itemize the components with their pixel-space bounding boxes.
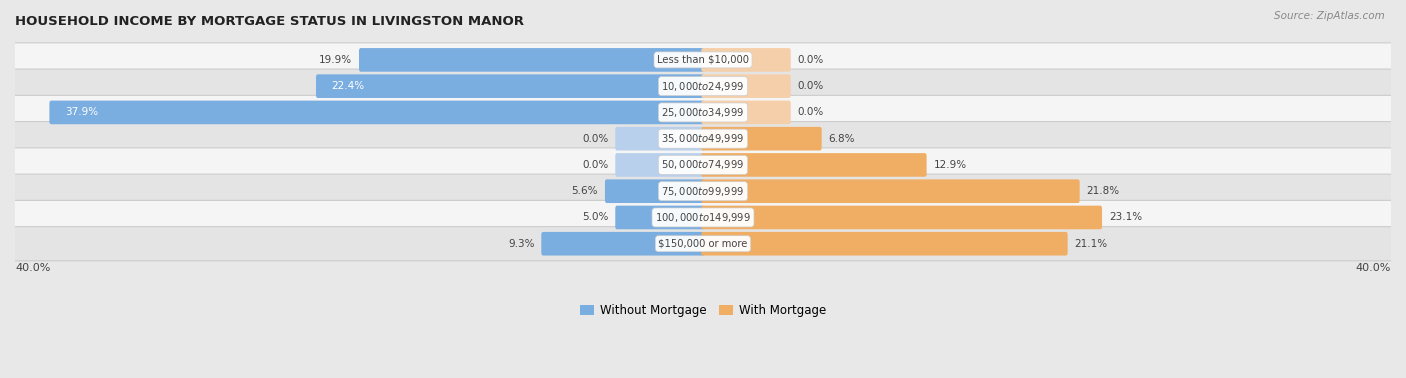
Text: 40.0%: 40.0% <box>1355 263 1391 273</box>
Text: 5.0%: 5.0% <box>582 212 609 223</box>
Text: 21.1%: 21.1% <box>1074 239 1108 249</box>
Text: $10,000 to $24,999: $10,000 to $24,999 <box>661 80 745 93</box>
FancyBboxPatch shape <box>13 148 1393 182</box>
FancyBboxPatch shape <box>13 69 1393 103</box>
FancyBboxPatch shape <box>702 48 790 72</box>
Text: 21.8%: 21.8% <box>1087 186 1119 196</box>
FancyBboxPatch shape <box>13 200 1393 234</box>
Text: HOUSEHOLD INCOME BY MORTGAGE STATUS IN LIVINGSTON MANOR: HOUSEHOLD INCOME BY MORTGAGE STATUS IN L… <box>15 15 524 28</box>
FancyBboxPatch shape <box>13 95 1393 130</box>
Text: 0.0%: 0.0% <box>797 55 824 65</box>
Text: $75,000 to $99,999: $75,000 to $99,999 <box>661 185 745 198</box>
Text: 5.6%: 5.6% <box>572 186 598 196</box>
FancyBboxPatch shape <box>13 43 1393 77</box>
FancyBboxPatch shape <box>616 153 704 177</box>
FancyBboxPatch shape <box>13 227 1393 261</box>
Text: $150,000 or more: $150,000 or more <box>658 239 748 249</box>
Text: $50,000 to $74,999: $50,000 to $74,999 <box>661 158 745 172</box>
FancyBboxPatch shape <box>702 74 790 98</box>
Legend: Without Mortgage, With Mortgage: Without Mortgage, With Mortgage <box>575 300 831 322</box>
Text: 6.8%: 6.8% <box>828 134 855 144</box>
FancyBboxPatch shape <box>616 206 704 229</box>
Text: 12.9%: 12.9% <box>934 160 966 170</box>
Text: 23.1%: 23.1% <box>1109 212 1142 223</box>
Text: 0.0%: 0.0% <box>582 160 609 170</box>
FancyBboxPatch shape <box>605 180 704 203</box>
Text: $25,000 to $34,999: $25,000 to $34,999 <box>661 106 745 119</box>
FancyBboxPatch shape <box>13 122 1393 156</box>
FancyBboxPatch shape <box>49 101 704 124</box>
FancyBboxPatch shape <box>541 232 704 256</box>
FancyBboxPatch shape <box>316 74 704 98</box>
Text: 22.4%: 22.4% <box>332 81 364 91</box>
Text: 37.9%: 37.9% <box>65 107 98 118</box>
Text: 9.3%: 9.3% <box>508 239 534 249</box>
Text: Less than $10,000: Less than $10,000 <box>657 55 749 65</box>
Text: $35,000 to $49,999: $35,000 to $49,999 <box>661 132 745 145</box>
Text: 0.0%: 0.0% <box>582 134 609 144</box>
Text: 0.0%: 0.0% <box>797 81 824 91</box>
Text: 40.0%: 40.0% <box>15 263 51 273</box>
FancyBboxPatch shape <box>702 153 927 177</box>
FancyBboxPatch shape <box>702 232 1067 256</box>
FancyBboxPatch shape <box>702 127 821 150</box>
FancyBboxPatch shape <box>702 180 1080 203</box>
FancyBboxPatch shape <box>702 101 790 124</box>
Text: 19.9%: 19.9% <box>319 55 352 65</box>
Text: 0.0%: 0.0% <box>797 107 824 118</box>
FancyBboxPatch shape <box>702 206 1102 229</box>
Text: $100,000 to $149,999: $100,000 to $149,999 <box>655 211 751 224</box>
FancyBboxPatch shape <box>359 48 704 72</box>
FancyBboxPatch shape <box>13 174 1393 208</box>
Text: Source: ZipAtlas.com: Source: ZipAtlas.com <box>1274 11 1385 21</box>
FancyBboxPatch shape <box>616 127 704 150</box>
